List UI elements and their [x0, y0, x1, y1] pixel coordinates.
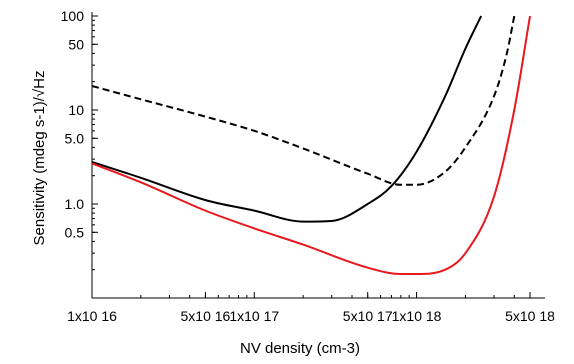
red-series-line [91, 15, 531, 276]
x-tick-label: 5x10 16 [181, 308, 231, 324]
y-tick-label: 10 [68, 102, 84, 118]
chart-axes [91, 12, 545, 299]
chart-series [91, 15, 531, 276]
dashed-black-series-line [91, 15, 516, 186]
major-ticks [91, 15, 531, 298]
x-tick-label: 5x10 17 [343, 308, 393, 324]
x-tick-label: 1x10 16 [67, 308, 117, 324]
minor-ticks [92, 19, 531, 298]
tick-labels: 1x10 16 5x10 16 1x10 17 5x10 17 1x10 18 5x10 … [61, 8, 555, 324]
y-tick-label: 5.0 [65, 130, 85, 146]
x-tick-label: 1x10 17 [229, 308, 279, 324]
y-tick-label: 0.5 [65, 224, 85, 240]
y-tick-label: 1.0 [65, 196, 85, 212]
x-tick-label: 5x10 18 [505, 308, 555, 324]
y-tick-label: 50 [68, 36, 84, 52]
x-tick-label: 1x10 18 [392, 308, 442, 324]
y-axis-title: Sensitivity (mdeg s-1)/√Hz [31, 71, 48, 246]
y-tick-label: 100 [61, 8, 85, 24]
solid-black-series-line [91, 15, 483, 223]
x-axis-title: NV density (cm-3) [240, 340, 360, 357]
